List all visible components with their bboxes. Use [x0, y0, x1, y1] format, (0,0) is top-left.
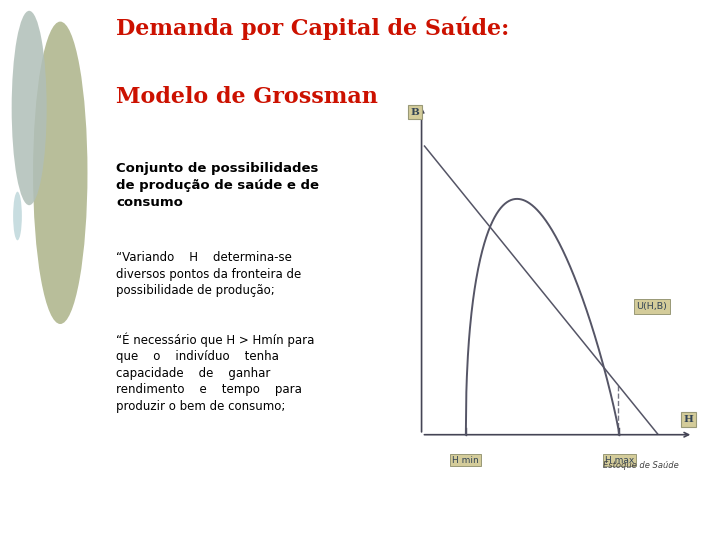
Circle shape [12, 11, 47, 205]
Text: H: H [684, 415, 693, 424]
Text: “Variando    H    determina-se
diversos pontos da fronteira de
possibilidade de : “Variando H determina-se diversos pontos… [116, 251, 301, 297]
Circle shape [33, 22, 88, 324]
Text: B: B [410, 108, 420, 117]
Text: Estoque de Saúde: Estoque de Saúde [603, 461, 678, 470]
Text: Conjunto de possibilidades
de produção de saúde e de
consumo: Conjunto de possibilidades de produção d… [116, 162, 319, 209]
Text: U(H,B): U(H,B) [636, 302, 667, 311]
Text: H min: H min [452, 456, 480, 464]
Circle shape [13, 192, 22, 240]
Text: Demanda por Capital de Saúde:: Demanda por Capital de Saúde: [116, 16, 509, 40]
Text: Modelo de Grossman: Modelo de Grossman [116, 86, 378, 109]
Text: “É necessário que H > Hmín para
que    o    indivíduo    tenha
capacidade    de : “É necessário que H > Hmín para que o in… [116, 332, 314, 413]
Text: H max: H max [605, 456, 634, 464]
